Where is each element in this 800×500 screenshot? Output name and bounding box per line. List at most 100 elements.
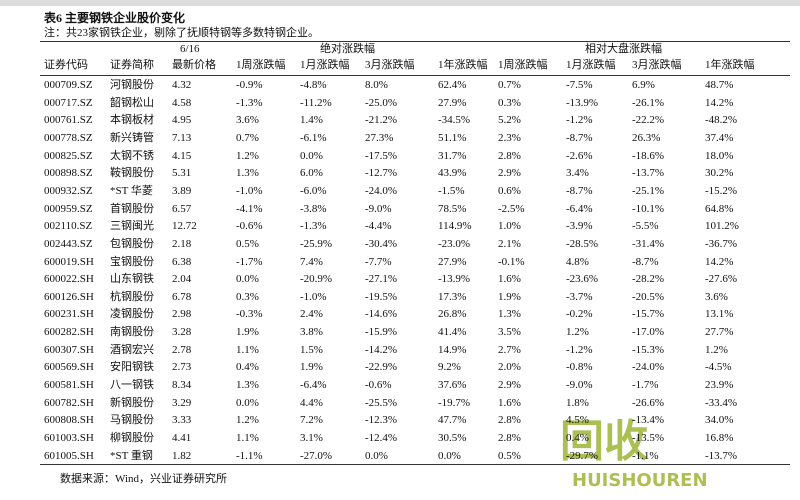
cell: 八一钢铁 bbox=[110, 379, 154, 392]
cell: 27.9% bbox=[438, 96, 467, 109]
cell: 1.1% bbox=[236, 432, 259, 444]
cell: -1.2% bbox=[566, 114, 593, 127]
cell: 0.0% bbox=[236, 273, 259, 286]
cell: 601005.SH bbox=[44, 449, 94, 462]
cell: 0.5% bbox=[498, 449, 521, 462]
cell: 18.0% bbox=[705, 149, 734, 162]
cell: -5.5% bbox=[632, 220, 659, 233]
cell: -33.4% bbox=[705, 396, 738, 409]
cell: 9.2% bbox=[438, 361, 461, 374]
group-header: 绝对涨跌幅 bbox=[320, 43, 375, 55]
cell: -27.0% bbox=[300, 449, 333, 462]
group-header: 6/16 bbox=[180, 43, 200, 55]
cell: 1.3% bbox=[498, 308, 521, 321]
cell: 0.0% bbox=[438, 449, 461, 462]
cell: -4.4% bbox=[365, 220, 392, 233]
cell: -14.6% bbox=[365, 308, 398, 321]
column-header: 1周涨跌幅 bbox=[236, 59, 286, 71]
cell: -0.6% bbox=[236, 220, 263, 233]
cell: -13.7% bbox=[705, 449, 738, 462]
cell: -13.4% bbox=[632, 414, 665, 427]
cell: 43.9% bbox=[438, 167, 467, 180]
cell: *ST 重钢 bbox=[110, 449, 153, 462]
cell: -8.7% bbox=[566, 131, 593, 144]
cell: 600808.SH bbox=[44, 414, 94, 427]
cell: -12.3% bbox=[365, 414, 398, 427]
cell: -25.0% bbox=[365, 96, 398, 109]
cell: 4.8% bbox=[566, 255, 589, 268]
cell: -1.2% bbox=[566, 343, 593, 356]
cell: 鞍钢股份 bbox=[110, 167, 154, 180]
cell: 0.0% bbox=[300, 149, 323, 162]
cell: 7.4% bbox=[300, 255, 323, 268]
cell: 17.3% bbox=[438, 290, 467, 303]
cell: -13.7% bbox=[632, 167, 665, 180]
cell: 000932.SZ bbox=[44, 184, 93, 197]
cell: -27.6% bbox=[705, 273, 738, 286]
cell: -34.5% bbox=[438, 114, 471, 127]
cell: -15.9% bbox=[365, 326, 398, 339]
cell: -1.7% bbox=[236, 255, 263, 268]
table-note: 注：共23家钢铁企业，剔除了抚顺特钢等多数特钢企业。 bbox=[44, 27, 319, 39]
cell: 2.8% bbox=[498, 149, 521, 162]
cell: 37.4% bbox=[705, 131, 734, 144]
cell: -19.5% bbox=[365, 290, 398, 303]
cell: -28.2% bbox=[632, 273, 665, 286]
cell: 34.0% bbox=[705, 414, 734, 427]
rule bbox=[40, 41, 790, 42]
cell: 47.7% bbox=[438, 414, 467, 427]
cell: -24.0% bbox=[365, 184, 398, 197]
cell: 48.7% bbox=[705, 79, 734, 91]
cell: -18.6% bbox=[632, 149, 665, 162]
cell: 600126.SH bbox=[44, 290, 94, 303]
cell: 3.4% bbox=[566, 167, 589, 180]
cell: 2.9% bbox=[498, 379, 521, 392]
cell: -26.6% bbox=[632, 396, 665, 409]
cell: -12.7% bbox=[365, 167, 398, 180]
cell: 杭钢股份 bbox=[110, 290, 154, 303]
cell: 1.82 bbox=[172, 449, 192, 462]
cell: 太钢不锈 bbox=[110, 149, 154, 162]
column-header: 最新价格 bbox=[172, 59, 216, 71]
cell: -6.4% bbox=[566, 202, 593, 215]
cell: -13.9% bbox=[438, 273, 471, 286]
cell: 601003.SH bbox=[44, 432, 94, 444]
cell: 16.8% bbox=[705, 432, 734, 444]
cell: -17.0% bbox=[632, 326, 665, 339]
cell: 新钢股份 bbox=[110, 396, 154, 409]
cell: 600019.SH bbox=[44, 255, 94, 268]
cell: -29.7% bbox=[566, 449, 599, 462]
cell: 26.3% bbox=[632, 131, 661, 144]
cell: 4.15 bbox=[172, 149, 192, 162]
cell: 1.9% bbox=[236, 326, 259, 339]
cell: 30.5% bbox=[438, 432, 467, 444]
cell: 600282.SH bbox=[44, 326, 94, 339]
cell: 凌钢股份 bbox=[110, 308, 154, 321]
cell: 2.04 bbox=[172, 273, 192, 286]
cell: 本钢板材 bbox=[110, 114, 154, 127]
cell: -23.6% bbox=[566, 273, 599, 286]
cell: -15.3% bbox=[632, 343, 665, 356]
cell: -31.4% bbox=[632, 237, 665, 250]
cell: 600231.SH bbox=[44, 308, 94, 321]
cell: -14.2% bbox=[365, 343, 398, 356]
cell: -7.5% bbox=[566, 79, 593, 91]
cell: -28.5% bbox=[566, 237, 599, 250]
cell: 2.3% bbox=[498, 131, 521, 144]
cell: 41.4% bbox=[438, 326, 467, 339]
column-header: 1周涨跌幅 bbox=[498, 59, 548, 71]
cell: -13.9% bbox=[566, 96, 599, 109]
cell: 002110.SZ bbox=[44, 220, 93, 233]
cell: 12.72 bbox=[172, 220, 197, 233]
cell: 002443.SZ bbox=[44, 237, 93, 250]
cell: -3.9% bbox=[566, 220, 593, 233]
cell: 3.28 bbox=[172, 326, 192, 339]
cell: 2.8% bbox=[498, 414, 521, 427]
cell: 1.9% bbox=[498, 290, 521, 303]
cell: -6.4% bbox=[300, 379, 327, 392]
cell: 1.2% bbox=[566, 326, 589, 339]
cell: -1.1% bbox=[236, 449, 263, 462]
cell: 0.7% bbox=[498, 79, 521, 91]
cell: -26.1% bbox=[632, 96, 665, 109]
cell: 0.0% bbox=[236, 396, 259, 409]
